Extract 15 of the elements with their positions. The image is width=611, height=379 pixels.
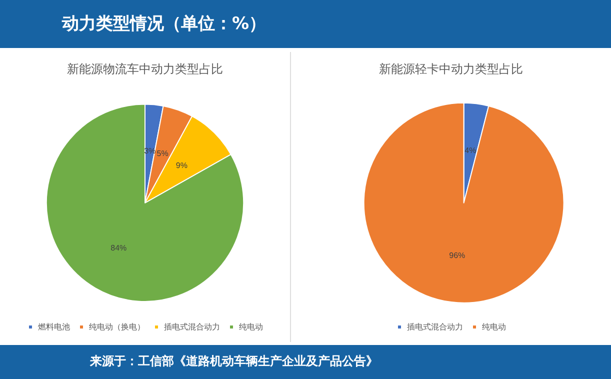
text: 动力类型情况（单位：%） bbox=[62, 13, 266, 35]
data-label: 5% bbox=[156, 149, 168, 158]
legend-label: 纯电动（换电） bbox=[89, 322, 145, 332]
text: 来源于：工信部《道路机动车辆生产企业及产品公告》 bbox=[90, 353, 378, 370]
data-label: 4% bbox=[464, 146, 476, 155]
data-label: 9% bbox=[176, 161, 188, 170]
data-label: 84% bbox=[110, 244, 127, 253]
chart-title: 新能源轻卡中动力类型占比 bbox=[379, 62, 523, 76]
legend-label: 纯电动 bbox=[239, 322, 263, 332]
legend-label: 插电式混合动力 bbox=[407, 322, 463, 332]
data-label: 96% bbox=[449, 250, 466, 260]
legend-label: 燃料电池 bbox=[38, 322, 70, 332]
legend-label: 纯电动 bbox=[482, 322, 506, 332]
chart-title: 新能源物流车中动力类型占比 bbox=[67, 62, 223, 76]
legend-label: 插电式混合动力 bbox=[164, 322, 220, 332]
